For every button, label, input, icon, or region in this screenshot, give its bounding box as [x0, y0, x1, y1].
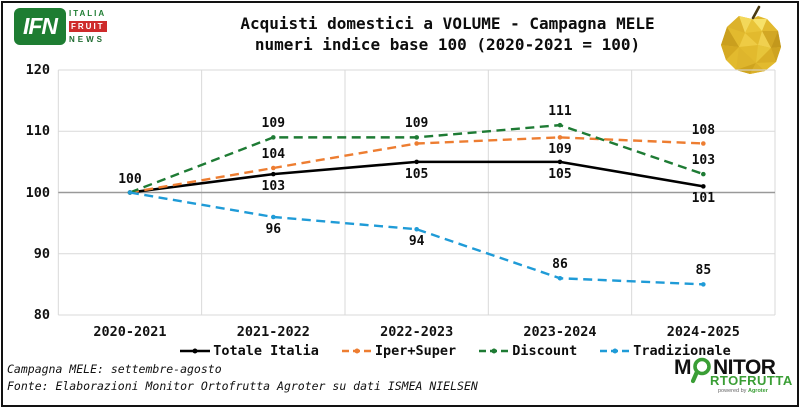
legend-swatch-icon [600, 348, 631, 354]
y-axis-tick-label: 80 [33, 307, 50, 323]
legend-item: Totale Italia [179, 343, 319, 359]
x-axis-category-label: 2024-2025 [666, 324, 740, 340]
data-point-marker [557, 135, 563, 140]
y-axis-tick-label: 90 [33, 245, 50, 262]
data-label: 109 [404, 116, 429, 132]
x-axis-category-label: 2020-2021 [93, 324, 167, 340]
monitor-logo-line1: M NITOR [674, 356, 794, 384]
footer-notes: Campagna MELE: settembre-agosto Fonte: E… [7, 361, 478, 394]
monitor-nitor-label: NITOR [713, 356, 776, 379]
legend-swatch-icon [341, 348, 372, 354]
legend-item: Discount [478, 343, 577, 359]
data-label: 104 [261, 147, 286, 162]
data-label: 100 [118, 171, 142, 187]
data-point-marker [701, 141, 706, 146]
data-point-marker [127, 190, 133, 195]
data-label: 109 [548, 142, 572, 158]
monitor-powered-by-label: powered by Agroter [718, 388, 768, 394]
data-label: 101 [691, 191, 716, 207]
data-label: 96 [265, 222, 282, 237]
data-point-marker [414, 159, 419, 165]
agroter-label: Agroter [747, 388, 768, 394]
y-axis-tick-label: 110 [25, 123, 50, 140]
y-axis-tick-label: 120 [25, 62, 50, 78]
data-label: 86 [552, 257, 568, 273]
monitor-m-label: M [674, 356, 692, 379]
data-point-marker [271, 171, 276, 177]
ifn-logo-text: IFN [22, 13, 58, 39]
data-point-marker [271, 135, 276, 140]
data-point-marker [414, 226, 419, 232]
legend-label: Discount [512, 343, 578, 359]
data-label: 103 [691, 153, 716, 169]
data-point-marker [414, 135, 419, 140]
data-label: 103 [261, 179, 286, 195]
chart-title: Acquisti domestici a VOLUME - Campagna M… [145, 13, 750, 55]
ifn-logo-wordmark: ITALIA FRUIT NEWS [69, 8, 107, 45]
data-point-marker [414, 141, 419, 146]
ifn-italia-label: ITALIA [69, 9, 107, 18]
apple-icon [721, 5, 781, 74]
data-point-marker [701, 171, 706, 177]
footer-note-campagna: Campagna MELE: settembre-agosto [7, 362, 222, 376]
legend-item: Tradizionale [599, 343, 731, 359]
data-point-marker [557, 275, 563, 281]
data-point-marker [557, 122, 563, 128]
data-point-marker [557, 159, 563, 165]
legend-label: Totale Italia [213, 343, 319, 359]
data-point-marker [271, 165, 276, 171]
monitor-ortofrutta-logo: M NITOR RTOFRUTTA powered by Agroter [674, 357, 794, 394]
ifn-logo-badge: IFN [14, 8, 66, 45]
data-label: 105 [404, 166, 429, 182]
legend-label: Iper+Super [374, 343, 457, 359]
data-point-marker [701, 184, 706, 189]
chart-title-line1: Acquisti domestici a VOLUME - Campagna M… [240, 14, 655, 33]
legend: Totale Italia Iper+Super Discount Tradizion… [120, 343, 790, 359]
data-label: 108 [691, 122, 716, 138]
legend-item: Iper+Super [341, 343, 456, 359]
legend-label: Tradizionale [633, 343, 731, 359]
legend-swatch-icon [180, 348, 211, 354]
data-label: 105 [548, 166, 572, 182]
chart-title-line2: numeri indice base 100 (2020-2021 = 100) [254, 35, 641, 54]
monitor-rtofrutta-label: RTOFRUTTA [710, 373, 793, 388]
x-axis-category-label: 2022-2023 [380, 324, 454, 340]
data-point-marker [701, 282, 706, 287]
ifn-fruit-label: FRUIT [69, 21, 107, 32]
ifn-news-label: NEWS [69, 35, 105, 44]
magnifier-icon [691, 357, 711, 384]
data-label: 94 [408, 234, 425, 250]
footer-note-fonte: Fonte: Elaborazioni Monitor Ortofrutta A… [7, 378, 478, 393]
data-point-marker [271, 214, 276, 220]
data-label: 109 [261, 116, 286, 132]
y-axis-tick-label: 100 [25, 184, 50, 201]
legend-swatch-icon [479, 348, 510, 354]
data-label: 111 [548, 104, 572, 120]
ifn-logo: IFN ITALIA FRUIT NEWS [14, 8, 107, 45]
x-axis-category-label: 2021-2022 [236, 324, 310, 340]
data-label: 85 [695, 263, 712, 279]
x-axis-category-label: 2023-2024 [523, 324, 597, 340]
